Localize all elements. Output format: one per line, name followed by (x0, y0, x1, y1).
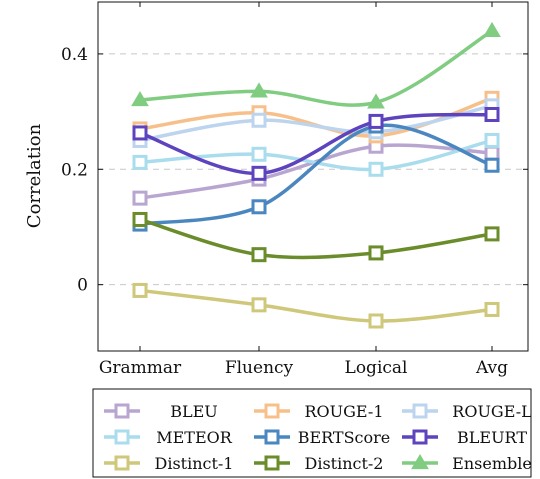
plot-frame (97, 1, 529, 352)
legend-marker (264, 429, 280, 445)
data-point (251, 199, 267, 215)
y-axis-label: Correlation (24, 123, 45, 228)
series-line (138, 217, 494, 260)
series-layer (131, 21, 501, 329)
legend-label: ROUGE-L (452, 402, 532, 421)
data-point (251, 297, 267, 313)
series-line (138, 104, 494, 143)
legend-item: Distinct-2 (254, 454, 383, 473)
series-ensemble (131, 21, 501, 109)
data-point (132, 211, 148, 227)
data-point (251, 112, 267, 128)
data-point (132, 282, 148, 298)
data-point (132, 125, 148, 141)
data-point (367, 93, 385, 109)
legend-marker (264, 455, 280, 471)
series-line (138, 29, 494, 107)
series-line (138, 123, 494, 226)
legend-frame (92, 388, 532, 478)
legend-marker (264, 403, 280, 419)
legend-marker (412, 429, 428, 445)
legend-marker (412, 403, 428, 419)
x-tick-label: Grammar (99, 358, 182, 378)
legend-item: Distinct-1 (104, 454, 233, 473)
legend-marker (114, 455, 130, 471)
y-tick-label: 0 (77, 276, 88, 296)
series-line (138, 288, 494, 323)
data-point (131, 91, 149, 107)
x-tick-label: Avg (475, 358, 508, 378)
y-tick-label: 0.4 (61, 45, 88, 65)
data-point (132, 154, 148, 170)
legend-marker (114, 429, 130, 445)
legend-marker (411, 454, 429, 470)
legend-item: Ensemble (402, 454, 532, 473)
series-distinct-1 (132, 282, 500, 329)
data-point (132, 190, 148, 206)
data-point (250, 82, 268, 98)
series-bleurt (132, 106, 500, 181)
data-point (484, 301, 500, 317)
x-tick-label: Fluency (225, 358, 294, 378)
data-point (368, 161, 384, 177)
legend: BLEU ROUGE-1 ROUGE-L METEOR BERTScore BLEURT D… (92, 388, 532, 478)
legend-label: BLEURT (457, 428, 527, 447)
legend-label: Ensemble (452, 454, 532, 473)
legend-label: ROUGE-1 (305, 402, 384, 421)
series-distinct-2 (132, 211, 500, 263)
data-point (368, 245, 384, 261)
x-tick-label: Logical (345, 358, 408, 378)
legend-marker (114, 403, 130, 419)
data-point (251, 146, 267, 162)
legend-item: ROUGE-1 (254, 402, 384, 421)
data-point (484, 106, 500, 122)
data-point (484, 157, 500, 173)
legend-item: METEOR (104, 428, 233, 447)
legend-label: BLEU (170, 402, 218, 421)
y-tick-label: 0.2 (61, 160, 88, 180)
series-bertscore (132, 118, 500, 232)
data-point (484, 132, 500, 148)
legend-label: Distinct-2 (305, 454, 384, 473)
series-line (138, 112, 494, 176)
data-point (368, 313, 384, 329)
legend-item: BLEURT (402, 428, 527, 447)
data-point (484, 145, 500, 161)
data-point (484, 226, 500, 242)
data-point (483, 21, 501, 37)
legend-label: Distinct-1 (155, 454, 234, 473)
data-point (368, 113, 384, 129)
data-point (251, 247, 267, 263)
axes: 0 0.2 0.4 Grammar Fluency Logical Avg (61, 2, 528, 378)
legend-item: BLEU (104, 402, 218, 421)
legend-label: METEOR (156, 428, 233, 447)
legend-label: BERTScore (298, 428, 391, 447)
legend-item: BERTScore (254, 428, 390, 447)
legend-item: ROUGE-L (402, 402, 532, 421)
data-point (251, 165, 267, 181)
series-rouge-l (132, 98, 500, 148)
